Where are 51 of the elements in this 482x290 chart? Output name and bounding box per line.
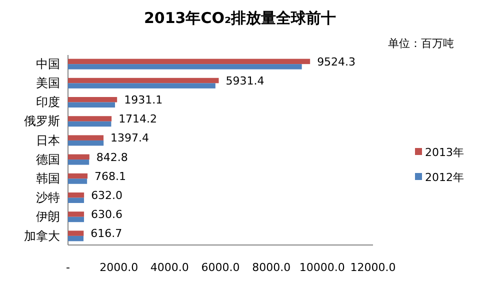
data-label: 5931.4	[226, 74, 264, 88]
data-label: 1931.1	[124, 93, 163, 106]
bar	[68, 58, 310, 64]
y-tick-label: 沙特	[36, 190, 60, 205]
x-tick-label: 12000.0	[350, 260, 396, 274]
data-label: 630.6	[91, 208, 123, 222]
y-tick-label: 中国	[36, 56, 60, 71]
data-label: 842.8	[96, 150, 128, 164]
x-tick-label: -	[66, 260, 70, 274]
data-label: 632.0	[91, 188, 123, 202]
bar	[68, 97, 118, 102]
bar	[68, 78, 219, 84]
bar	[68, 178, 88, 184]
bar	[68, 198, 84, 203]
legend-label: 2013年	[425, 146, 464, 159]
bar	[68, 64, 302, 70]
chart-title: 2013年CO₂排放量全球前十	[144, 9, 336, 27]
bar	[68, 154, 90, 160]
x-tick-label: 2000.0	[100, 260, 138, 274]
bar	[68, 173, 88, 179]
bar	[68, 216, 84, 222]
bar	[68, 102, 116, 108]
x-tick-label: 10000.0	[299, 260, 345, 274]
y-tick-label: 印度	[36, 95, 60, 110]
y-tick-label: 俄罗斯	[24, 114, 60, 128]
data-label: 1714.2	[118, 112, 158, 126]
bar	[68, 236, 84, 242]
bar	[68, 135, 104, 140]
bar	[68, 212, 84, 217]
x-tick-label: 8000.0	[252, 260, 291, 274]
bar	[68, 192, 84, 198]
y-tick-label: 德国	[36, 152, 60, 166]
data-label: 616.7	[90, 227, 122, 240]
x-tick-label: 4000.0	[150, 260, 189, 274]
data-label: 768.1	[94, 170, 126, 183]
data-label: 1397.4	[110, 132, 150, 145]
bar	[68, 121, 112, 127]
bar	[68, 140, 104, 146]
text: 单位：百万吨	[388, 37, 454, 50]
bar	[68, 116, 112, 122]
bar	[68, 83, 216, 88]
y-tick-label: 美国	[36, 76, 60, 90]
legend-label: 2012年	[425, 170, 464, 184]
x-tick-label: 6000.0	[201, 260, 240, 274]
bar	[68, 160, 90, 165]
y-tick-label: 伊朗	[36, 210, 60, 224]
y-tick-label: 韩国	[36, 171, 60, 186]
bar	[68, 230, 84, 236]
y-tick-label: 日本	[36, 133, 60, 148]
y-tick-label: 加拿大	[24, 228, 60, 243]
data-label: 9524.3	[317, 55, 356, 68]
